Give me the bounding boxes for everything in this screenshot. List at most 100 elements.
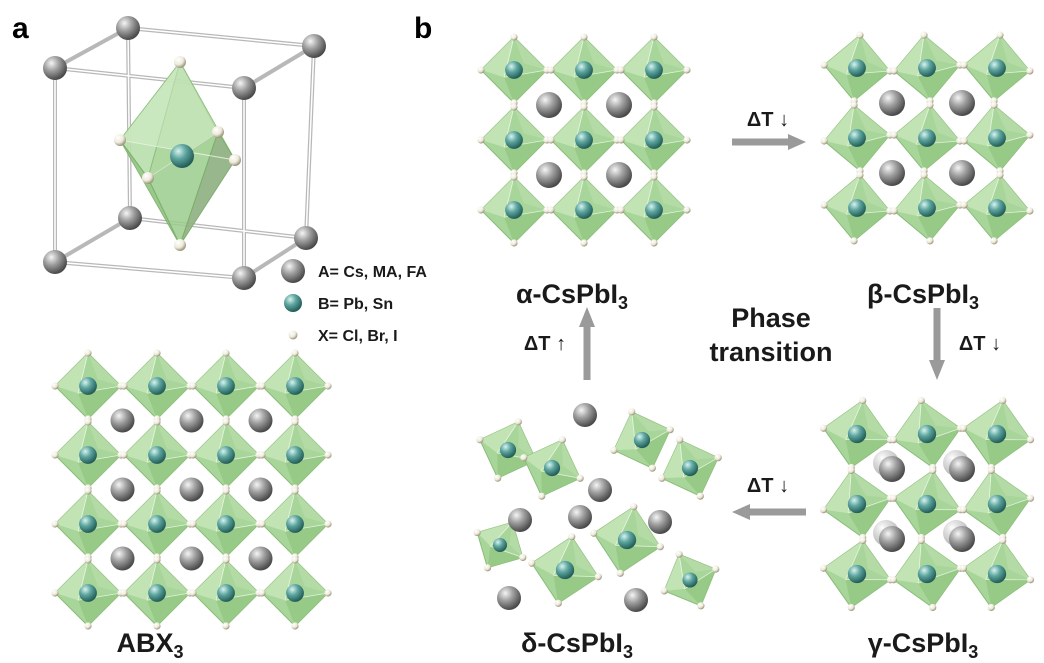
delta-x-anion [520, 454, 528, 462]
abx3-x-anion [153, 418, 161, 426]
delta-x-anion [568, 533, 576, 541]
beta-a-cation [879, 90, 905, 116]
arrow-alpha-to-beta [732, 134, 806, 150]
abx3-x-anion [291, 622, 299, 630]
arrow-beta-to-gamma [929, 308, 945, 380]
delta-x-anion [676, 436, 684, 444]
abx3-x-anion [189, 382, 197, 390]
beta-x-anion [996, 171, 1004, 179]
alpha-b-cation [575, 201, 593, 219]
gamma-x-anion [859, 536, 867, 545]
alpha-b-cation [505, 131, 523, 149]
alpha-b-cation [505, 61, 523, 79]
arrow-label-beta-to-gamma: ΔT ↓ [959, 333, 1001, 355]
delta-x-anion [519, 553, 527, 562]
abx3-a-cation [248, 546, 273, 571]
gamma-x-anion [999, 536, 1007, 545]
abx3-x-anion [291, 349, 299, 357]
beta-x-anion [1026, 67, 1034, 75]
gamma-x-anion [819, 506, 828, 514]
alpha-x-anion [683, 206, 691, 214]
gamma-x-anion [929, 603, 937, 612]
alpha-x-anion [683, 136, 691, 144]
beta-b-cation [918, 199, 936, 217]
alpha-x-anion [547, 66, 555, 74]
gamma-a-cation [949, 526, 975, 552]
alpha-x-anion [510, 173, 518, 181]
delta-x-anion [628, 408, 636, 416]
arrow-gamma-to-delta [732, 504, 806, 520]
gamma-x-anion [819, 564, 828, 572]
delta-x-anion [514, 418, 522, 426]
gamma-x-anion [889, 436, 898, 444]
gamma-b-cation [847, 494, 867, 514]
unit-cell-a-cations [43, 16, 326, 290]
alpha-x-anion [477, 206, 485, 214]
gamma-x-anion [999, 396, 1007, 405]
alpha-b-cation [645, 61, 663, 79]
delta-x-anion [697, 602, 705, 610]
panel-letter-a: a [12, 12, 29, 45]
delta-x-anion [473, 528, 481, 537]
alpha-x-anion [580, 33, 588, 41]
abx3-x-anion [189, 520, 197, 528]
alpha-x-anion [477, 136, 485, 144]
abx3-a-cation [179, 546, 204, 571]
gamma-x-anion [929, 466, 937, 475]
alpha-x-anion [547, 136, 555, 144]
beta-x-anion [890, 131, 898, 139]
alpha-x-anion [617, 136, 625, 144]
alpha-x-anion [617, 66, 625, 74]
abx3-x-anion [120, 589, 128, 597]
beta-b-cation [988, 129, 1006, 147]
abx3-x-anion [84, 487, 92, 495]
gamma-x-anion [987, 603, 995, 612]
abx3-b-cation [79, 446, 97, 464]
abx3-a-cation [110, 546, 135, 571]
unit-cell-x-anions [114, 56, 241, 251]
beta-x-anion [960, 201, 968, 209]
abx3-b-cation [286, 377, 304, 395]
abx3-b-cation [217, 584, 235, 602]
delta-x-anion [594, 573, 602, 581]
abx3-x-anion [51, 382, 59, 390]
abx3-x-anion [120, 451, 128, 459]
delta-a-cation [568, 505, 592, 529]
lattice-alpha [477, 33, 691, 247]
delta-b-cation [681, 459, 699, 477]
alpha-a-cation [536, 92, 562, 118]
beta-x-anion [820, 137, 828, 145]
abx3-x-anion [222, 622, 230, 630]
lattice-delta [473, 403, 722, 612]
delta-a-cation [573, 403, 597, 427]
abx3-a-cation [179, 408, 204, 433]
beta-x-anion [820, 201, 828, 209]
abx3-x-anion [51, 520, 59, 528]
delta-x-anion [666, 426, 674, 434]
gamma-x-anion [987, 466, 995, 475]
abx3-x-anion [189, 589, 197, 597]
beta-x-anion [960, 61, 968, 69]
alpha-x-anion [650, 33, 658, 41]
abx3-x-anion [153, 349, 161, 357]
delta-x-anion [658, 474, 666, 482]
gamma-x-anion [889, 576, 898, 584]
delta-x-anion [630, 503, 638, 511]
abx3-b-cation [148, 584, 166, 602]
beta-x-anion [926, 101, 934, 109]
label-abx3: ABX3 [116, 628, 183, 662]
delta-x-anion [712, 565, 720, 573]
arrow-label-alpha-to-beta: ΔT ↓ [747, 109, 789, 131]
beta-x-anion [926, 237, 934, 245]
beta-b-cation [918, 59, 936, 77]
beta-a-cation [949, 160, 975, 186]
legend-x-sphere [288, 330, 298, 340]
beta-b-cation [918, 129, 936, 147]
beta-b-cation [848, 59, 866, 77]
abx3-x-anion [324, 451, 332, 459]
legend-a-sphere [281, 259, 305, 283]
abx3-x-anion [51, 451, 59, 459]
unit-cell-b-cation [170, 144, 194, 168]
beta-x-anion [856, 171, 864, 179]
delta-x-anion [558, 436, 566, 444]
